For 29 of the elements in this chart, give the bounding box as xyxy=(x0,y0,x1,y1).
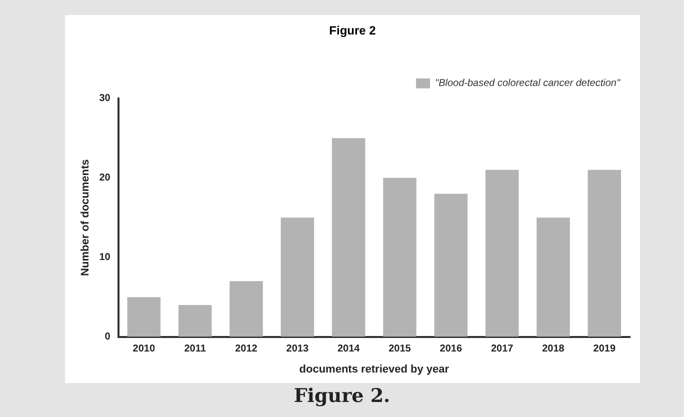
x-tick-label: 2016 xyxy=(440,344,462,355)
y-tick-label: 20 xyxy=(99,172,111,184)
x-tick-label: 2019 xyxy=(593,344,616,355)
x-tick-label: 2012 xyxy=(235,344,258,355)
bar xyxy=(127,297,161,337)
x-tick-label: 2010 xyxy=(132,344,156,355)
bar xyxy=(434,194,468,337)
legend-label: "Blood-based colorectal cancer detection" xyxy=(435,78,620,90)
bar xyxy=(536,218,570,337)
x-axis-title: documents retrieved by year xyxy=(299,363,450,376)
bar xyxy=(332,138,366,337)
y-tick-label: 10 xyxy=(99,252,111,264)
y-tick-label: 0 xyxy=(104,332,111,343)
x-tick-label: 2018 xyxy=(542,344,565,355)
caption: Figure 2. xyxy=(292,385,392,407)
bar xyxy=(280,218,314,337)
bar xyxy=(383,178,416,337)
y-tick-label: 30 xyxy=(99,93,111,104)
x-tick-label: 2017 xyxy=(490,344,514,355)
chart-title: Figure 2 xyxy=(329,24,376,38)
x-tick-label: 2014 xyxy=(337,344,360,355)
bar xyxy=(178,305,212,337)
x-tick-label: 2013 xyxy=(286,344,309,355)
x-tick-label: 2011 xyxy=(184,344,206,355)
y-axis-title: Number of documents xyxy=(80,159,92,276)
x-tick-label: 2015 xyxy=(388,344,412,355)
bar xyxy=(230,281,263,337)
bar xyxy=(485,170,519,337)
bar xyxy=(588,170,622,337)
